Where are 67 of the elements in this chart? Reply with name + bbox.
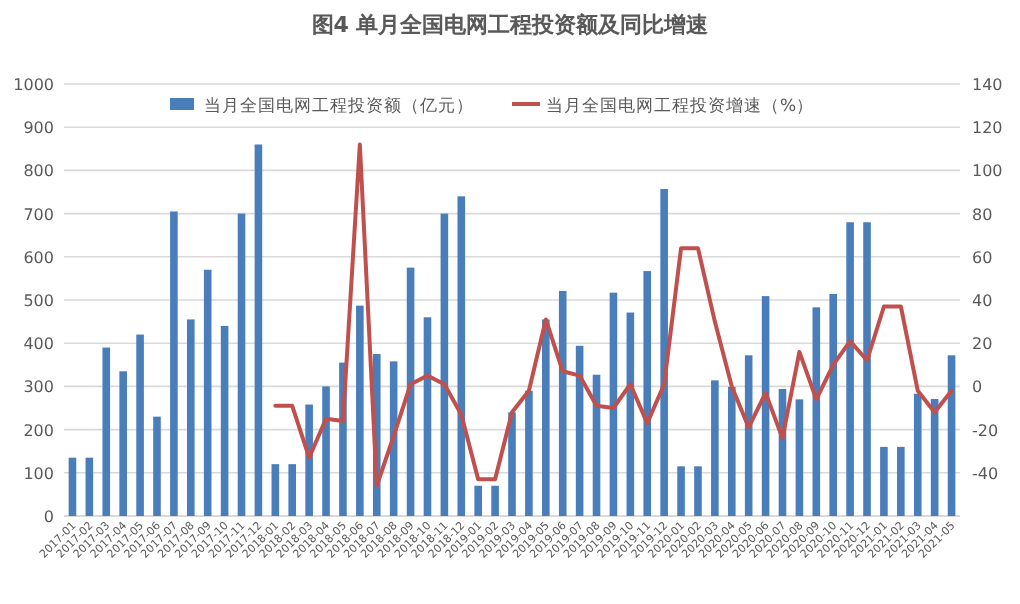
bar (880, 446, 888, 516)
bar (322, 386, 330, 516)
bar (897, 446, 905, 516)
y-tick-label: 500 (23, 292, 54, 310)
bar (356, 305, 364, 516)
bar (558, 290, 567, 516)
bar (829, 293, 838, 516)
bar (863, 222, 871, 516)
y-tick-label: 1000 (13, 76, 54, 94)
chart-title: 图4 单月全国电网工程投资额及同比增速 (311, 12, 711, 38)
y2-tick-label: 0 (972, 378, 983, 397)
bar (457, 196, 466, 516)
y2-tick-label: -20 (972, 421, 999, 440)
bar (846, 222, 854, 516)
bar (136, 334, 144, 516)
bar (727, 386, 736, 516)
bar (711, 380, 719, 516)
bar (170, 211, 178, 516)
y2-tick-label: 80 (972, 205, 993, 224)
bar (542, 319, 550, 516)
bar (220, 325, 229, 516)
y-tick-label: 100 (23, 464, 54, 483)
bar (660, 188, 668, 516)
bar (795, 399, 804, 516)
bar (491, 485, 499, 516)
line-series (273, 142, 954, 488)
bar (694, 466, 702, 516)
bar (85, 457, 94, 516)
y2-tick-label: 140 (972, 76, 1003, 94)
bar (271, 464, 280, 516)
bar (102, 347, 111, 516)
bar (913, 393, 922, 516)
bar (254, 144, 263, 516)
bar (68, 457, 77, 516)
bar (186, 319, 195, 516)
bar (203, 269, 212, 516)
y2-tick-label: 40 (972, 292, 993, 310)
y-tick-label: 600 (23, 248, 54, 267)
y-tick-label: 400 (23, 335, 54, 354)
y-tick-label: 800 (23, 162, 54, 181)
bar (609, 292, 618, 516)
bar (119, 371, 127, 516)
bar (677, 466, 685, 516)
y-tick-label: 300 (23, 378, 54, 397)
bar (288, 464, 297, 516)
y-tick-label: 900 (23, 119, 54, 138)
y-tick-label: 200 (23, 421, 54, 440)
y2-tick-label: 60 (972, 248, 993, 267)
bar (643, 271, 652, 516)
y2-tick-label: -40 (972, 464, 999, 483)
y2-tick-label: 120 (972, 119, 1003, 138)
y2-tick-label: 100 (972, 162, 1003, 181)
y2-tick-label: 20 (972, 335, 993, 354)
bar (812, 307, 821, 516)
bar (947, 355, 956, 516)
bar (153, 416, 161, 516)
y-tick-label: 700 (23, 205, 54, 224)
legend-label: 当月全国电网工程投资增速（%） (546, 95, 815, 117)
bar (305, 404, 313, 516)
bar (423, 317, 432, 516)
legend-label: 当月全国电网工程投资额（亿元） (204, 95, 474, 117)
bar (525, 390, 533, 516)
bar (440, 213, 449, 516)
bar (237, 213, 246, 516)
y-tick-label: 0 (43, 508, 54, 526)
bar (474, 485, 482, 516)
bar (508, 412, 516, 516)
